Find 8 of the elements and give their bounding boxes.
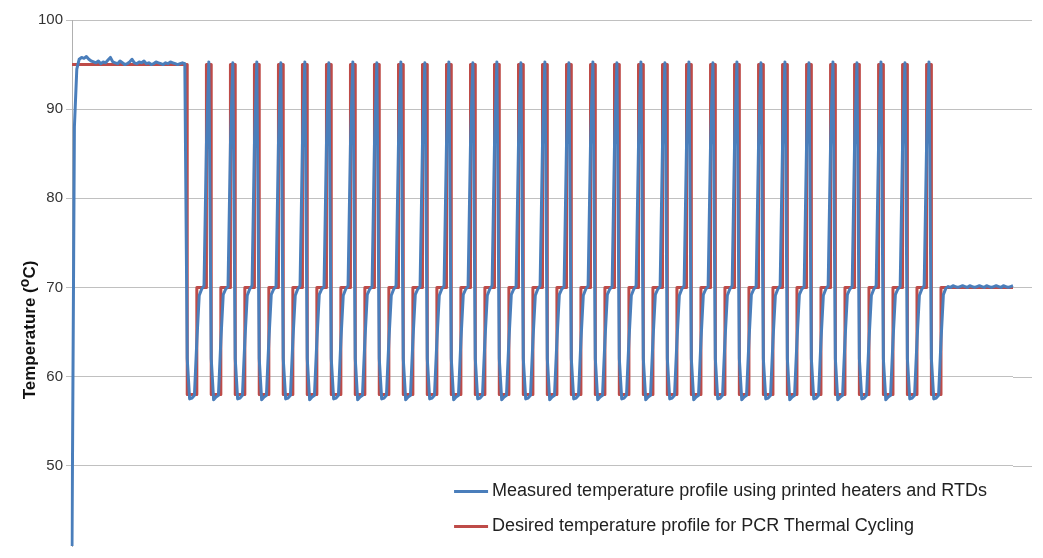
y-tick-label: 70 <box>46 277 63 295</box>
y-tick-label: 90 <box>46 99 63 117</box>
y-tick-label: 60 <box>46 366 63 384</box>
y-tick-label: 100 <box>37 10 63 28</box>
legend-label: Measured temperature profile using printed heaters and RTDs <box>492 480 988 501</box>
y-tick-label: 80 <box>46 188 63 206</box>
legend-label: Desired temperature profile for PCR Thermal Cycling <box>492 515 914 536</box>
y-tick-label: 50 <box>46 455 63 473</box>
